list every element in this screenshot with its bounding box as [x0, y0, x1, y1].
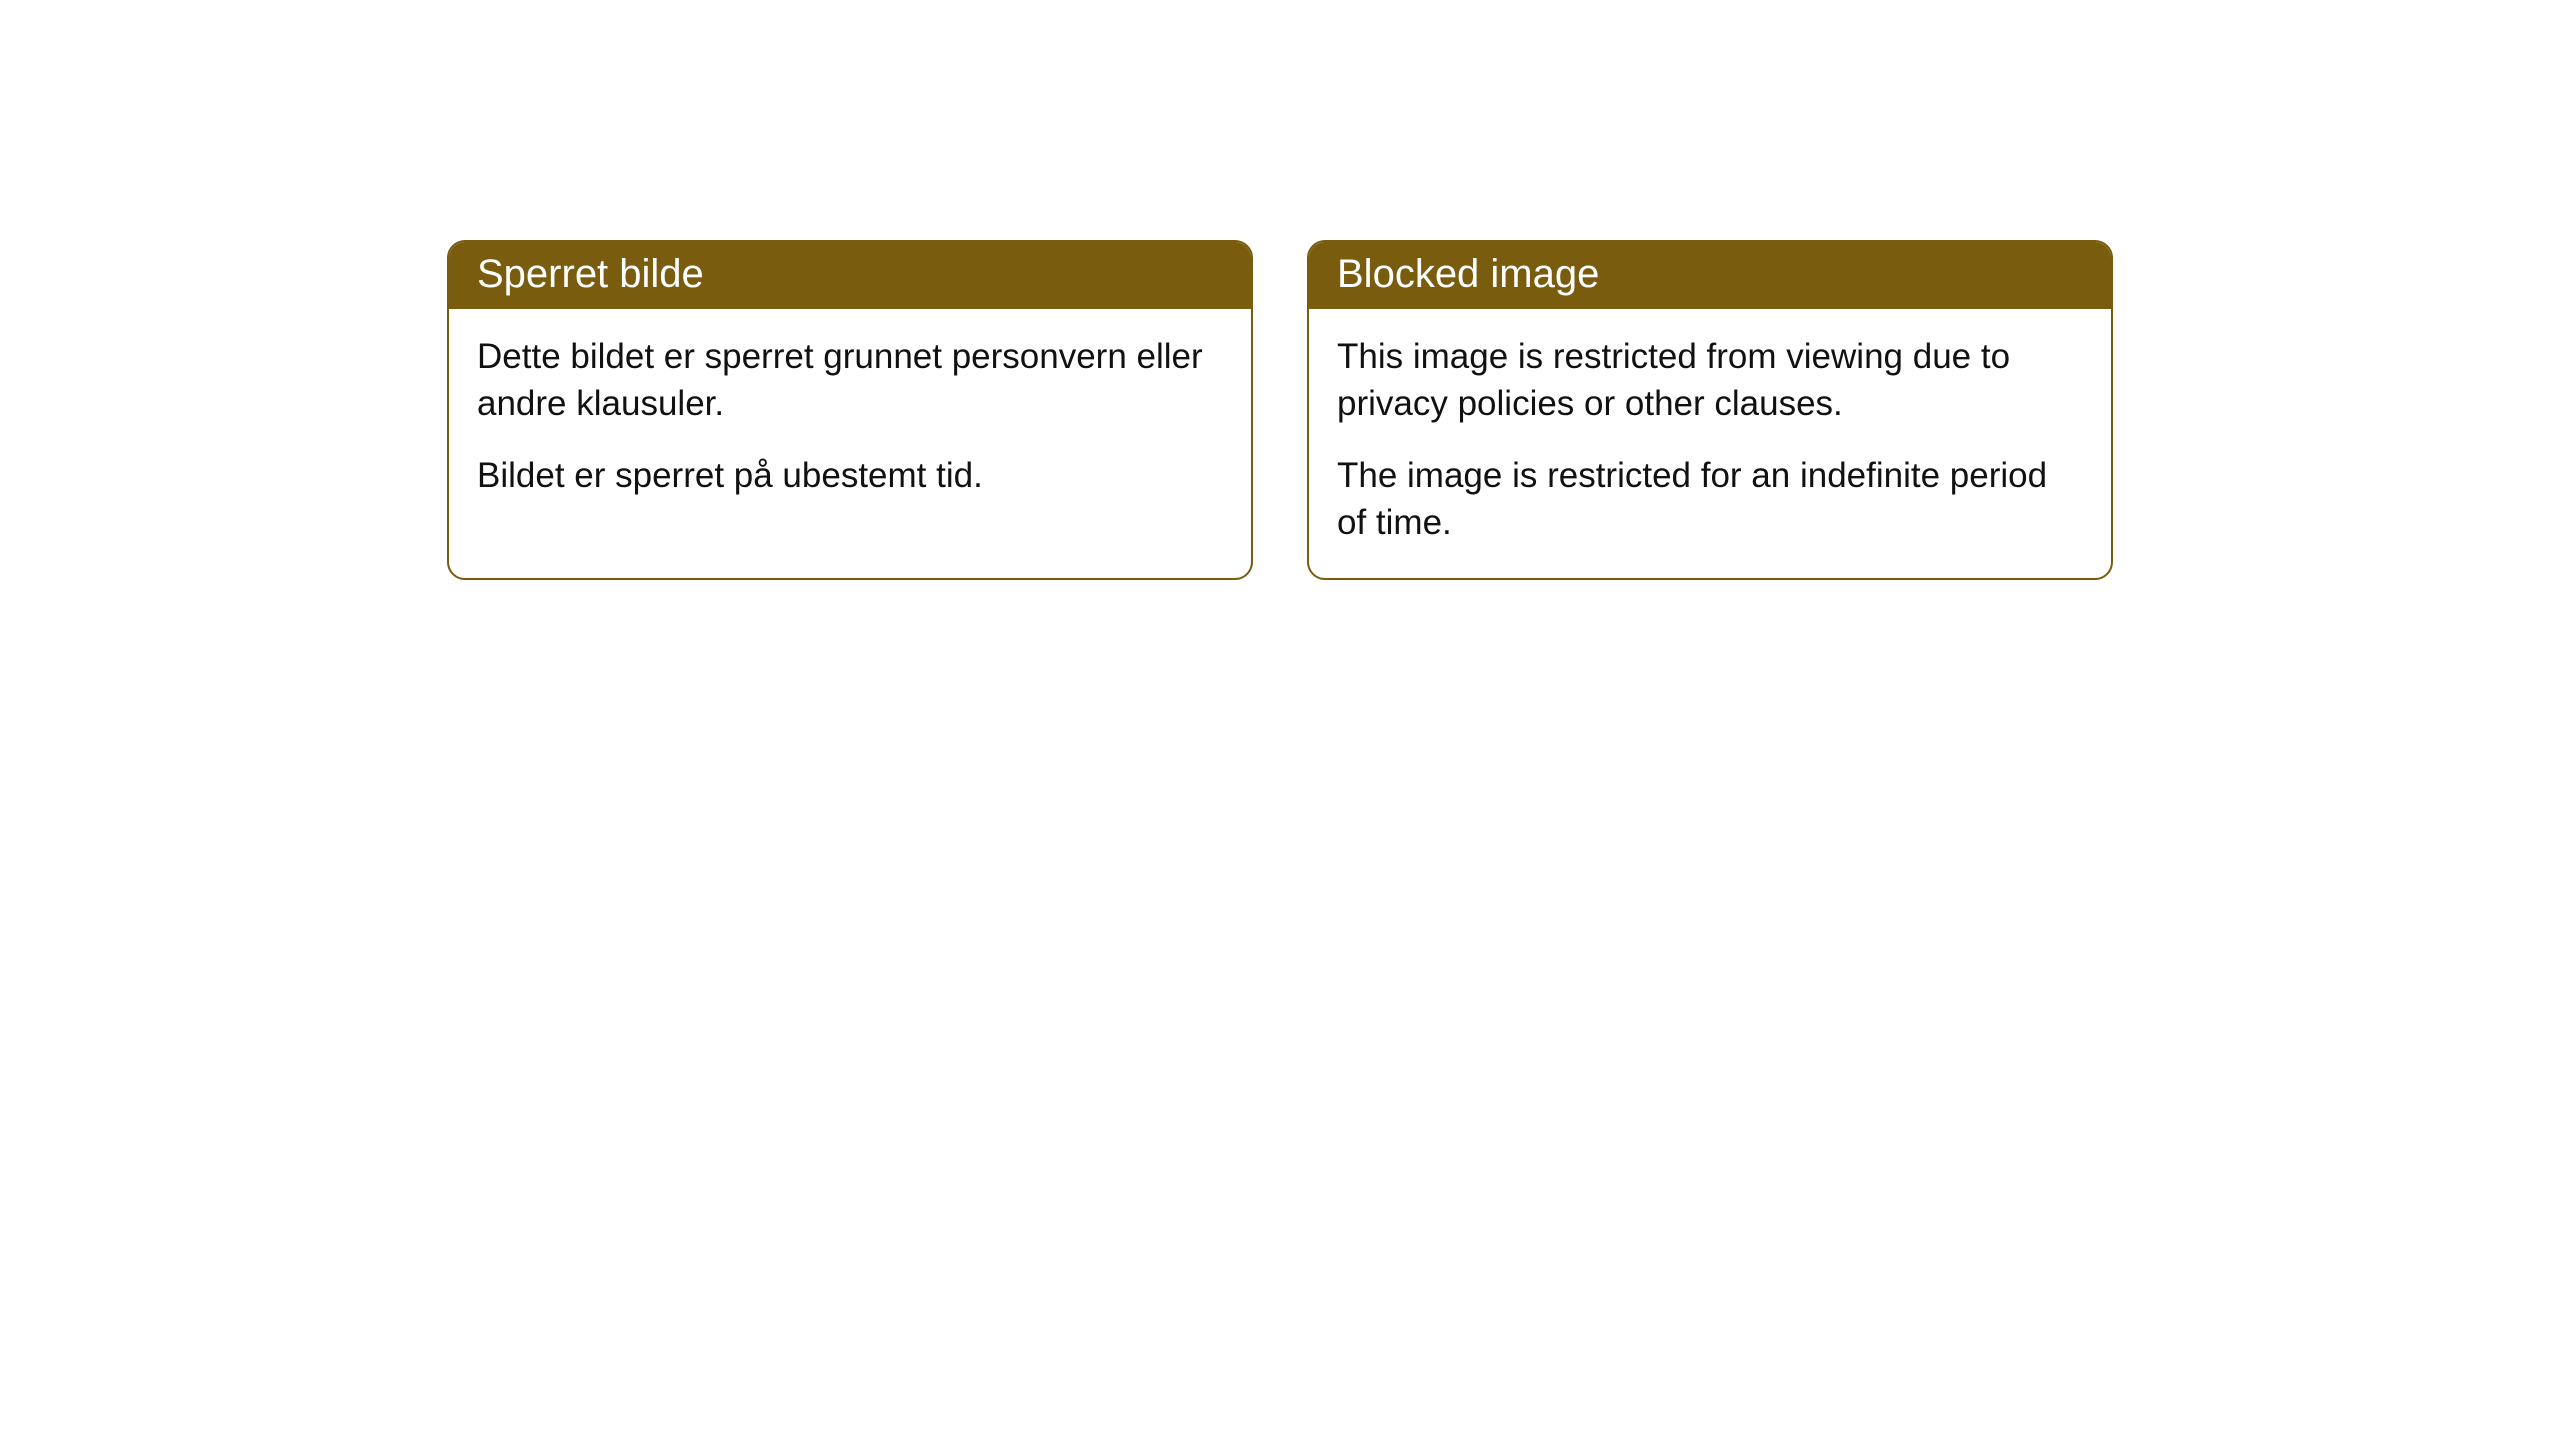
card-paragraph-1-norwegian: Dette bildet er sperret grunnet personve… — [477, 333, 1223, 428]
card-title-norwegian: Sperret bilde — [477, 252, 704, 296]
card-paragraph-2-norwegian: Bildet er sperret på ubestemt tid. — [477, 452, 1223, 499]
card-body-english: This image is restricted from viewing du… — [1309, 309, 2111, 578]
card-title-english: Blocked image — [1337, 252, 1599, 296]
card-body-norwegian: Dette bildet er sperret grunnet personve… — [449, 309, 1251, 569]
card-paragraph-1-english: This image is restricted from viewing du… — [1337, 333, 2083, 428]
card-header-english: Blocked image — [1309, 242, 2111, 309]
card-paragraph-2-english: The image is restricted for an indefinit… — [1337, 452, 2083, 547]
card-header-norwegian: Sperret bilde — [449, 242, 1251, 309]
blocked-image-card-norwegian: Sperret bilde Dette bildet er sperret gr… — [447, 240, 1253, 580]
notice-cards-container: Sperret bilde Dette bildet er sperret gr… — [0, 240, 2560, 580]
blocked-image-card-english: Blocked image This image is restricted f… — [1307, 240, 2113, 580]
